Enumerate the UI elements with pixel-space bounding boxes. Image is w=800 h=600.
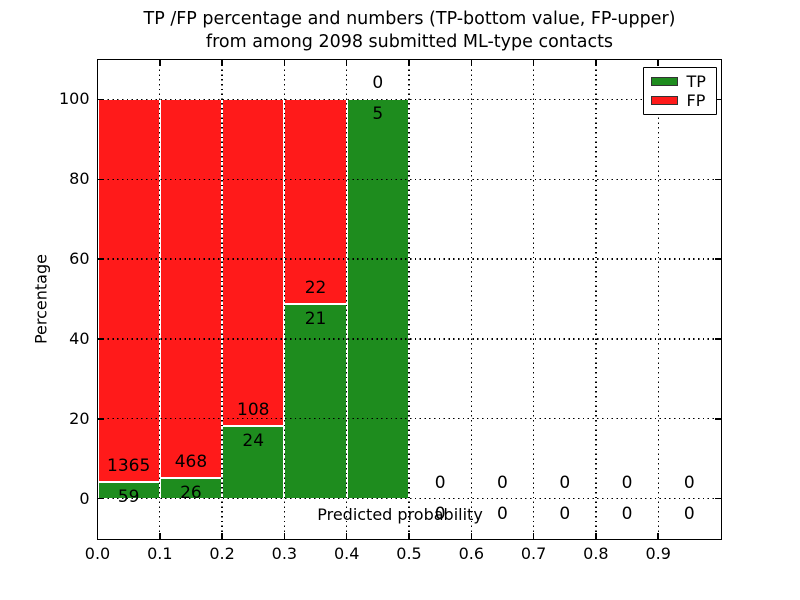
gridline-vertical	[408, 59, 410, 539]
bar-segment-fp	[284, 99, 347, 304]
tp-count-label: 5	[372, 104, 384, 125]
x-tickmark-top	[221, 59, 223, 66]
legend-label-tp: TP	[686, 71, 706, 91]
tp-color-swatch	[650, 76, 678, 86]
gridline-vertical	[159, 59, 161, 539]
y-tickmark-left	[97, 98, 104, 101]
gridline-vertical	[346, 59, 348, 539]
x-tick-label: 0.3	[271, 543, 298, 563]
gridline-vertical	[657, 59, 659, 539]
tp-count-label: 0	[683, 503, 695, 524]
fp-count-label: 0	[559, 472, 571, 493]
tp-count-label: 0	[434, 503, 446, 524]
y-tickmark-left	[97, 418, 104, 420]
legend-item-fp: FP	[644, 91, 716, 110]
y-tick-label: 80	[69, 169, 90, 189]
y-tickmark-right	[714, 418, 721, 420]
x-tickmark-bottom	[408, 532, 410, 539]
tp-count-label: 59	[117, 487, 140, 508]
x-tickmark-bottom	[532, 532, 535, 539]
x-tick-label: 0.0	[84, 543, 111, 563]
x-tickmark-bottom	[595, 532, 597, 539]
legend-label-fp: FP	[686, 90, 706, 110]
tp-count-label: 0	[559, 503, 571, 524]
bar-segment-fp	[97, 99, 160, 483]
x-tick-label: 0.2	[209, 543, 235, 563]
x-tick-label: 0.7	[520, 543, 547, 563]
fp-count-label: 0	[434, 472, 446, 493]
x-tickmark-top	[532, 59, 535, 66]
chart-title: TP /FP percentage and numbers (TP-bottom…	[96, 8, 723, 53]
x-tickmark-top	[96, 59, 99, 66]
legend: TP FP	[642, 66, 717, 115]
x-tick-label: 0.9	[645, 543, 671, 563]
bar-segment-fp	[222, 99, 285, 426]
fp-count-label: 0	[372, 73, 384, 94]
x-tickmark-bottom	[283, 532, 286, 539]
y-tickmark-left	[97, 497, 104, 500]
y-tickmark-right	[714, 98, 721, 101]
x-tickmark-bottom	[96, 532, 99, 539]
y-tickmark-right	[714, 338, 721, 340]
y-axis-label: Percentage	[31, 254, 51, 345]
bar-segment-tp	[284, 303, 347, 499]
y-tick-label: 0	[79, 488, 90, 508]
x-tickmark-bottom	[221, 532, 223, 539]
fp-count-label: 0	[621, 472, 633, 493]
y-tickmark-right	[714, 178, 721, 180]
tp-count-label: 0	[497, 503, 508, 524]
fp-color-swatch	[650, 95, 678, 105]
y-tickmark-left	[97, 338, 104, 340]
x-tickmark-top	[657, 59, 659, 66]
gridline-vertical	[221, 59, 223, 539]
fp-count-label: 0	[497, 472, 508, 493]
y-tick-label: 100	[58, 89, 90, 109]
fp-count-label: 108	[237, 400, 270, 420]
gridline-vertical	[595, 59, 597, 539]
y-tick-label: 20	[69, 408, 90, 428]
bar-segment-tp	[346, 99, 409, 499]
x-tickmark-top	[408, 59, 410, 66]
fp-count-label: 468	[174, 451, 208, 472]
x-axis-label: Predicted probability	[317, 505, 483, 524]
tp-count-label: 21	[304, 308, 327, 329]
gridline-vertical	[283, 59, 286, 539]
x-tickmark-bottom	[345, 532, 348, 539]
x-tickmark-top	[595, 59, 597, 66]
x-tick-label: 0.4	[333, 543, 360, 563]
y-tickmark-left	[97, 258, 104, 260]
x-tick-label: 0.1	[147, 543, 173, 563]
y-tickmark-right	[714, 497, 721, 500]
legend-item-tp: TP	[644, 72, 716, 91]
x-tick-label: 0.5	[396, 543, 422, 563]
x-tickmark-bottom	[470, 532, 473, 539]
x-tickmark-top	[345, 59, 348, 66]
gridline-vertical	[470, 59, 472, 539]
x-tickmark-top	[470, 59, 473, 66]
tp-count-label: 26	[180, 482, 202, 503]
x-tick-label: 0.8	[583, 543, 609, 563]
chart-title-line2: from among 2098 submitted ML-type contac…	[205, 31, 614, 52]
x-tickmark-bottom	[159, 532, 161, 539]
y-tickmark-right	[714, 258, 721, 260]
tp-count-label: 24	[242, 431, 265, 451]
fp-count-label: 1365	[107, 456, 151, 477]
gridline-vertical	[532, 59, 535, 539]
y-tickmark-left	[97, 178, 104, 180]
tp-count-label: 0	[621, 503, 633, 524]
fp-count-label: 0	[683, 472, 695, 493]
x-tickmark-bottom	[657, 532, 659, 539]
fp-count-label: 22	[304, 277, 327, 298]
x-tickmark-top	[159, 59, 161, 66]
y-tick-label: 40	[69, 328, 90, 348]
x-tick-label: 0.6	[458, 543, 485, 563]
chart-title-line1: TP /FP percentage and numbers (TP-bottom…	[143, 9, 676, 29]
plot-area: Percentage TP FP 0 20 40 60 80 100 0.0 0.1 0.2 0.…	[32, 58, 722, 563]
bar-segment-fp	[159, 99, 223, 478]
y-tick-label: 60	[69, 249, 90, 269]
x-tickmark-top	[283, 59, 286, 66]
